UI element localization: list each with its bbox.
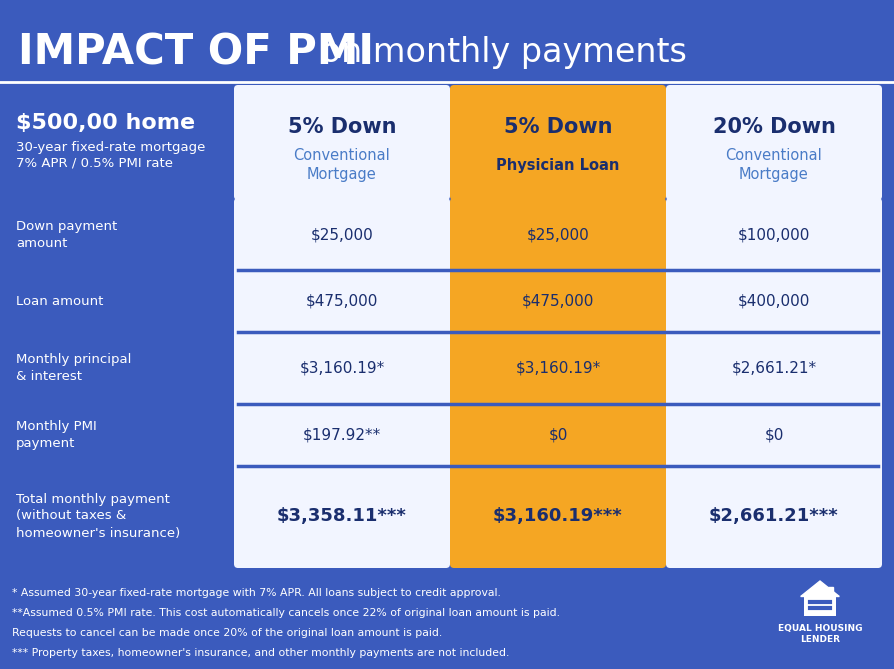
- Text: $3,358.11***: $3,358.11***: [277, 507, 407, 525]
- Text: $0: $0: [764, 427, 784, 442]
- Text: $475,000: $475,000: [522, 294, 595, 308]
- Text: Total monthly payment
(without taxes &
homeowner's insurance): Total monthly payment (without taxes & h…: [16, 492, 181, 539]
- Text: 5% Down: 5% Down: [503, 117, 612, 137]
- FancyBboxPatch shape: [666, 85, 882, 200]
- Text: $2,661.21***: $2,661.21***: [709, 507, 839, 525]
- Text: Loan amount: Loan amount: [16, 294, 104, 308]
- Text: $0: $0: [548, 427, 568, 442]
- Text: Conventional
Mortgage: Conventional Mortgage: [293, 148, 391, 183]
- FancyBboxPatch shape: [234, 85, 450, 200]
- Text: Requests to cancel can be made once 20% of the original loan amount is paid.: Requests to cancel can be made once 20% …: [12, 628, 443, 638]
- Text: Conventional
Mortgage: Conventional Mortgage: [726, 148, 822, 183]
- Text: * Assumed 30-year fixed-rate mortgage with 7% APR. All loans subject to credit a: * Assumed 30-year fixed-rate mortgage wi…: [12, 588, 501, 598]
- FancyBboxPatch shape: [450, 198, 666, 568]
- Text: EQUAL HOUSING
LENDER: EQUAL HOUSING LENDER: [778, 624, 862, 644]
- FancyBboxPatch shape: [450, 85, 666, 200]
- Bar: [804, 595, 836, 615]
- FancyBboxPatch shape: [234, 198, 450, 568]
- Text: 20% Down: 20% Down: [713, 117, 835, 137]
- Text: 5% Down: 5% Down: [288, 117, 396, 137]
- Text: $3,160.19*: $3,160.19*: [299, 361, 384, 375]
- Text: $25,000: $25,000: [527, 227, 589, 242]
- Text: 7% APR / 0.5% PMI rate: 7% APR / 0.5% PMI rate: [16, 157, 173, 169]
- Text: IMPACT OF PMI: IMPACT OF PMI: [18, 31, 374, 73]
- Text: $2,661.21*: $2,661.21*: [731, 361, 816, 375]
- FancyBboxPatch shape: [666, 198, 882, 568]
- Text: *** Property taxes, homeowner's insurance, and other monthly payments are not in: *** Property taxes, homeowner's insuranc…: [12, 648, 510, 658]
- Text: Monthly PMI
payment: Monthly PMI payment: [16, 420, 97, 450]
- Text: $500,00 home: $500,00 home: [16, 113, 195, 133]
- Text: Down payment
amount: Down payment amount: [16, 220, 117, 250]
- Text: $3,160.19*: $3,160.19*: [515, 361, 601, 375]
- Text: **Assumed 0.5% PMI rate. This cost automatically cancels once 22% of original lo: **Assumed 0.5% PMI rate. This cost autom…: [12, 608, 560, 618]
- Polygon shape: [828, 587, 833, 597]
- Text: on monthly payments: on monthly payments: [310, 35, 687, 68]
- Polygon shape: [801, 581, 839, 597]
- Text: 30-year fixed-rate mortgage: 30-year fixed-rate mortgage: [16, 140, 206, 153]
- Text: $3,160.19***: $3,160.19***: [493, 507, 623, 525]
- Text: Monthly principal
& interest: Monthly principal & interest: [16, 353, 131, 383]
- Text: $475,000: $475,000: [306, 294, 378, 308]
- Text: $400,000: $400,000: [738, 294, 810, 308]
- Text: $100,000: $100,000: [738, 227, 810, 242]
- Text: $197.92**: $197.92**: [303, 427, 381, 442]
- Text: Physician Loan: Physician Loan: [496, 157, 620, 173]
- Text: $25,000: $25,000: [310, 227, 374, 242]
